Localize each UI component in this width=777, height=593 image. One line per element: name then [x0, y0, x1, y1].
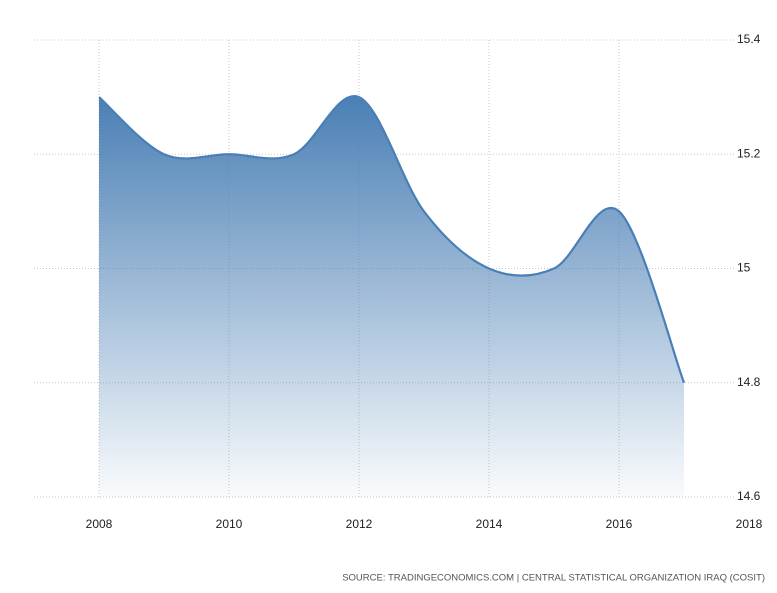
y-tick-label: 15.4: [737, 32, 761, 46]
y-tick-label: 14.6: [737, 489, 761, 503]
x-tick-label: 2014: [476, 517, 503, 531]
y-tick-label: 15.2: [737, 146, 761, 160]
x-tick-label: 2018: [736, 517, 763, 531]
source: SOURCE: TRADINGECONOMICS.COM | CENTRAL S…: [342, 573, 765, 584]
y-tick-label: 15: [737, 261, 751, 275]
y-tick-label: 14.8: [737, 375, 761, 389]
x-tick-label: 2008: [86, 517, 113, 531]
x-tick-label: 2010: [216, 517, 243, 531]
area-fill: [99, 96, 684, 497]
x-tick-label: 2012: [346, 517, 373, 531]
line: [98, 95, 686, 384]
x-tick-label: 2016: [606, 517, 633, 531]
